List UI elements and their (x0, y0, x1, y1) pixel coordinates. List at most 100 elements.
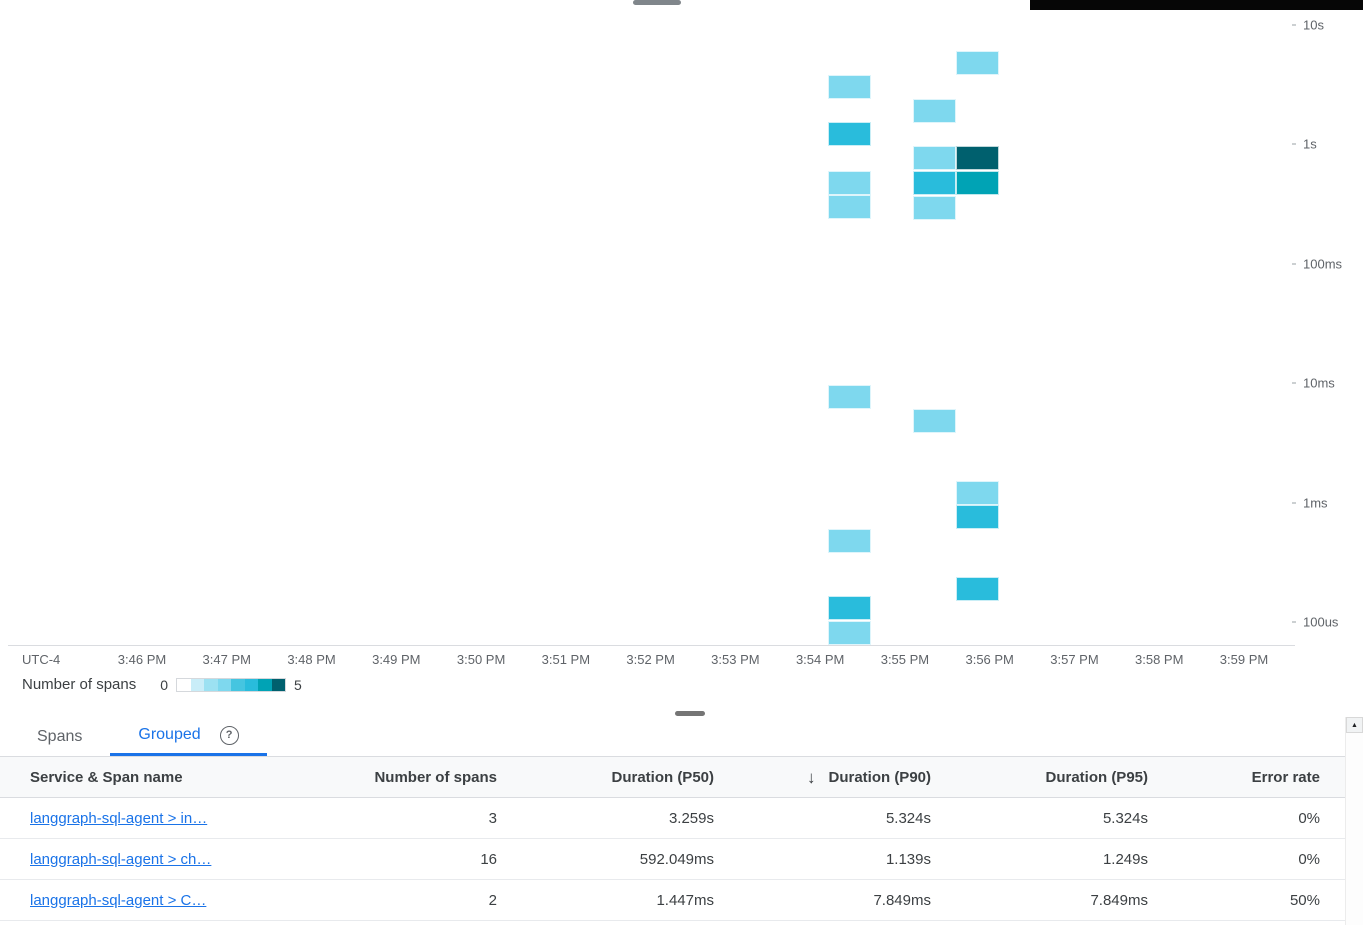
tab-spans-label: Spans (37, 727, 83, 745)
x-axis-label: 3:49 PM (372, 652, 421, 667)
column-header-duration-p50[interactable]: Duration (P50) (611, 768, 714, 786)
error-rate-value: 50% (1289, 891, 1320, 909)
heatmap-cell[interactable] (956, 51, 999, 75)
heatmap-cell[interactable] (956, 171, 999, 195)
y-axis-label: 10ms (1303, 375, 1335, 391)
heatmap-cell[interactable] (828, 75, 871, 99)
y-axis-label: 1ms (1303, 495, 1328, 511)
heatmap-cell[interactable] (828, 596, 871, 620)
x-axis-line (8, 645, 1295, 646)
duration-p95-value: 1.249s (1102, 850, 1148, 868)
scroll-up-icon: ▲ (1351, 721, 1358, 729)
table-row: langgraph-sql-agent > in… 3 3.259s 5.324… (0, 798, 1363, 839)
legend-color-swatch (271, 678, 286, 691)
y-axis-label: 1s (1303, 136, 1317, 152)
y-axis-tick-row: 100us (1292, 615, 1338, 630)
heatmap-cell[interactable] (828, 529, 871, 553)
top-dark-bar (1030, 0, 1363, 10)
y-axis-tick-row: 100ms (1292, 257, 1342, 272)
heatmap-cell[interactable] (956, 505, 999, 529)
x-axis-label: 3:52 PM (626, 652, 675, 667)
legend-color-swatch (177, 678, 191, 691)
spans-table-panel: Spans Grouped ? Service & Span name Numb… (0, 717, 1363, 925)
panel-resize-handle[interactable] (675, 711, 705, 716)
legend-max-value: 5 (294, 676, 302, 693)
error-rate-value: 0% (1298, 850, 1320, 868)
duration-p95-value: 7.849ms (1090, 891, 1148, 909)
heatmap-cell[interactable] (913, 409, 956, 433)
legend-label: Number of spans (22, 676, 137, 693)
tab-bar: Spans Grouped ? (0, 717, 1363, 757)
grouped-spans-table: Service & Span name Number of spans Dura… (0, 757, 1363, 921)
x-axis-label: 3:54 PM (795, 652, 845, 667)
help-icon[interactable]: ? (219, 725, 239, 745)
column-header-duration-p90-label: Duration (P90) (828, 768, 931, 786)
y-axis-tick-mark (1292, 24, 1296, 26)
legend-min-value: 0 (160, 676, 169, 693)
sort-desc-icon[interactable]: ↓ (806, 767, 816, 787)
heatmap-cell[interactable] (828, 385, 871, 409)
duration-p95-value: 5.324s (1102, 809, 1148, 827)
duration-p50-value: 3.259s (668, 809, 714, 827)
heatmap-cell[interactable] (828, 122, 871, 146)
column-header-duration-p90[interactable]: ↓ Duration (P90) (714, 769, 931, 786)
tab-grouped[interactable]: Grouped ? (110, 717, 267, 756)
tab-spans[interactable]: Spans (9, 717, 110, 756)
number-of-spans-value: 3 (488, 809, 497, 827)
x-axis-label: 3:53 PM (711, 652, 760, 667)
duration-p90-value: 5.324s (885, 809, 931, 827)
legend-color-swatch (217, 678, 232, 691)
x-axis-label: 3:59 PM (1219, 652, 1269, 667)
duration-p50-value: 1.447ms (656, 891, 714, 909)
column-header-error-rate[interactable]: Error rate (1251, 768, 1320, 786)
y-axis-tick-mark (1292, 143, 1296, 145)
x-axis-label: 3:51 PM (541, 652, 591, 667)
legend-color-swatch (190, 678, 205, 691)
error-rate-value: 0% (1298, 809, 1320, 827)
y-axis-tick-row: 10s (1292, 18, 1324, 33)
y-axis-tick-row: 1s (1292, 137, 1317, 152)
y-axis-label: 100ms (1303, 256, 1343, 272)
x-axis-label: 3:46 PM (117, 652, 167, 667)
scroll-up-button[interactable]: ▲ (1346, 717, 1363, 733)
heatmap-cell[interactable] (913, 99, 956, 123)
duration-p50-value: 592.049ms (639, 850, 714, 868)
tab-grouped-label: Grouped (138, 726, 201, 743)
y-axis-tick-row: 1ms (1292, 496, 1328, 511)
top-drag-handle[interactable] (633, 0, 681, 5)
legend-color-swatch (204, 678, 218, 691)
number-of-spans-value: 2 (488, 891, 497, 909)
x-axis-label: 3:58 PM (1135, 652, 1184, 667)
x-axis-label: 3:56 PM (965, 652, 1014, 667)
span-count-legend: Number of spans 0 5 (22, 676, 302, 693)
heatmap-cell[interactable] (913, 196, 956, 220)
heatmap-cell[interactable] (956, 481, 999, 505)
span-name-link[interactable]: langgraph-sql-agent > in… (30, 809, 208, 827)
heatmap-cell[interactable] (913, 171, 956, 195)
heatmap-cell[interactable] (828, 621, 871, 645)
heatmap-cell[interactable] (956, 146, 999, 170)
x-axis-label: 3:47 PM (202, 652, 251, 667)
trace-heatmap-panel: 10s 1s 100ms 10ms 1ms 100us UTC-4 3:46 PM 3:47… (8, 0, 1363, 693)
heatmap-cell[interactable] (956, 577, 999, 601)
span-name-link[interactable]: langgraph-sql-agent > ch… (30, 850, 212, 868)
table-row: langgraph-sql-agent > C… 2 1.447ms 7.849… (0, 880, 1363, 921)
heatmap-cell[interactable] (913, 146, 956, 170)
y-axis-tick-mark (1292, 621, 1296, 623)
heatmap-cell[interactable] (828, 195, 871, 219)
column-header-number-of-spans[interactable]: Number of spans (374, 768, 497, 786)
y-axis-tick-row: 10ms (1292, 376, 1335, 391)
y-axis-tick-mark (1292, 502, 1296, 504)
column-header-service-span-name[interactable]: Service & Span name (30, 768, 183, 786)
duration-p90-value: 7.849ms (873, 891, 931, 909)
y-axis-label: 100us (1303, 614, 1339, 630)
vertical-scrollbar[interactable]: ▲ (1345, 717, 1363, 925)
number-of-spans-value: 16 (480, 850, 497, 868)
timezone-label: UTC-4 (22, 652, 61, 667)
x-axis-label: 3:48 PM (287, 652, 336, 667)
column-header-duration-p95[interactable]: Duration (P95) (1045, 768, 1148, 786)
heatmap-cell[interactable] (828, 171, 871, 195)
x-axis-label: 3:55 PM (880, 652, 930, 667)
span-name-link[interactable]: langgraph-sql-agent > C… (30, 891, 207, 909)
table-header-row: Service & Span name Number of spans Dura… (0, 757, 1363, 798)
